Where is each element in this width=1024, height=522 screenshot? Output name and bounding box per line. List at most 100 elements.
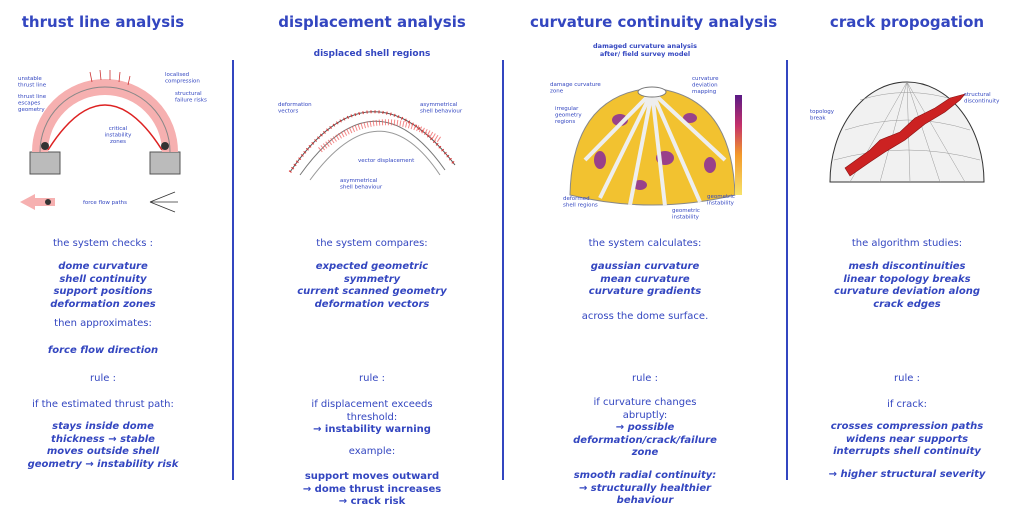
lead-text: the system compares: (316, 238, 428, 249)
checks-text: deformation vectors (314, 298, 430, 310)
checks-text: expected geometric (315, 261, 429, 272)
outcome-text: crosses compression paths (830, 421, 984, 432)
figure-label: mapping (692, 89, 716, 95)
figure-label: vector displacement (358, 158, 415, 164)
figure-label: damaged curvature analysis (593, 42, 697, 50)
displacement-figure (288, 110, 457, 181)
figure-label: thrust line (18, 94, 47, 100)
outcome-text: widens near supports (845, 433, 969, 445)
approximates-text: force flow direction (47, 345, 159, 356)
checks-text: gaussian curvature (590, 261, 700, 272)
figure-label: deviation (692, 83, 718, 89)
conclusion-text: → higher structural severity (828, 469, 986, 480)
curvature-figure (569, 86, 742, 207)
checks-text: mesh discontinuities (848, 261, 966, 272)
figure-label: damage curvature (550, 82, 601, 88)
warning-text: deformation/crack/failure (573, 434, 717, 446)
figure-label: irregular (555, 106, 579, 112)
figure-label: regions (555, 119, 575, 125)
outcome-text: support moves outward (304, 471, 440, 482)
figure-label: instability (672, 215, 700, 221)
figure-label: instability (105, 133, 133, 139)
checks-text: shell continuity (59, 273, 147, 285)
condition-text: if the estimated thrust path: (32, 399, 174, 410)
figure-label: asymmetrical (340, 178, 378, 184)
warning-text: zone (631, 447, 659, 458)
figure-label: failure risks (175, 98, 207, 104)
rule-text: rule : (894, 373, 920, 384)
rule-text: rule : (359, 373, 385, 384)
figure-label: deformation (278, 102, 312, 108)
figure-label: structural (175, 91, 202, 97)
figure-label: geometric (672, 208, 700, 214)
figure-label: shell regions (563, 203, 598, 209)
condition-text: threshold: (346, 411, 398, 423)
figure-label: geometry (555, 113, 582, 119)
example-text: example: (348, 446, 396, 457)
warning-text: → instability warning (313, 424, 431, 435)
figure-label: critical (109, 126, 128, 132)
outcome-text: thickness → stable (51, 433, 155, 445)
figure-label: shell behaviour (340, 185, 383, 191)
checks-text: mean curvature (600, 273, 690, 285)
figure-label: curvature (692, 76, 719, 82)
thrust-figure (20, 69, 181, 213)
condition-text: if curvature changes (593, 397, 697, 408)
crack-figure (829, 81, 985, 183)
outcome-text: → dome thrust increases (302, 483, 442, 495)
figure-label: deformed (563, 196, 590, 202)
figure-label: zone (550, 89, 564, 95)
figure-label: geometric (707, 194, 735, 200)
checks-text: dome curvature (58, 261, 148, 272)
lead-text: the system checks : (53, 238, 153, 249)
figure-label: instability (707, 201, 735, 207)
outcome-text: moves outside shell (46, 446, 160, 457)
figure-label: structural (964, 92, 991, 98)
figure-label: unstable (18, 76, 42, 82)
figure-label: shell behaviour (420, 109, 463, 115)
figure-subtitle: displaced shell regions (313, 49, 431, 59)
lead2-text: then approximates: (54, 318, 152, 329)
figure-label: asymmetrical (420, 102, 458, 108)
checks-text: curvature gradients (588, 286, 702, 297)
note-text: across the dome surface. (581, 311, 709, 322)
lead-text: the system calculates: (588, 238, 702, 249)
figure-label: thrust line (18, 83, 47, 89)
figure-label: force flow paths (83, 200, 127, 206)
rule-text: rule : (632, 373, 658, 384)
checks-text: support positions (53, 286, 153, 297)
figure-label: zones (110, 139, 126, 145)
figure-label: localised (165, 72, 189, 78)
column-title: crack propogation (829, 13, 985, 31)
outcome-text: stays inside dome (52, 421, 154, 432)
outcome-text: geometry → instability risk (27, 458, 179, 470)
condition-text: abruptly: (622, 409, 668, 421)
checks-text: current scanned geometry (297, 286, 447, 297)
outcome-text: → structurally healthier (578, 482, 712, 494)
figure-label: discontinuity (964, 99, 1000, 105)
dividers (232, 60, 788, 480)
outcome-text: interrupts shell continuity (833, 446, 981, 457)
figure-label: break (810, 116, 826, 122)
figure-label: vectors (278, 109, 298, 115)
warning-text: → possible (615, 422, 675, 433)
column-title: thrust line analysis (21, 13, 185, 31)
column-title: curvature continuity analysis (530, 13, 778, 31)
rule-text: rule : (90, 373, 116, 384)
outcome-text: smooth radial continuity: (573, 470, 717, 481)
condition-text: if displacement exceeds (311, 399, 433, 410)
checks-text: curvature deviation along (834, 286, 980, 297)
outcome-text: behaviour (616, 495, 674, 506)
checks-text: linear topology breaks (843, 273, 971, 285)
figure-label: compression (165, 79, 200, 85)
figure-label: escapes (18, 101, 41, 107)
condition-text: if crack: (887, 399, 927, 410)
checks-text: symmetry (343, 273, 401, 285)
column-title: displacement analysis (278, 13, 466, 31)
checks-text: deformation zones (50, 298, 156, 310)
lead-text: the algorithm studies: (851, 238, 963, 249)
outcome-text: → crack risk (338, 496, 406, 507)
figure-label: geometry (18, 107, 45, 113)
